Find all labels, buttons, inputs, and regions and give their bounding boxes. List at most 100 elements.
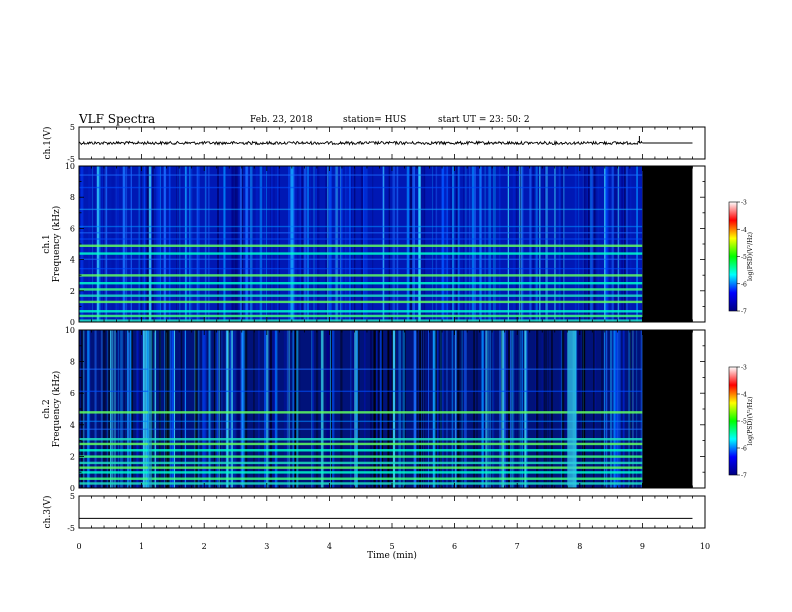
spectrogram-streak [377,330,380,488]
spectrogram-streak [436,330,439,488]
spectrogram-streak [225,330,227,488]
spectrogram-streak [541,330,543,488]
spectrogram-streak [216,330,218,488]
spectrogram-streak [446,330,448,488]
spectrogram-streak [499,330,501,488]
spectrogram-band [79,461,643,465]
no-data-region [642,166,693,322]
spectrogram-streak [450,166,452,322]
spectrogram-streak [241,330,244,488]
spectrogram-streak [204,166,207,322]
spectrogram-streak [458,166,461,322]
spectrogram-streak [92,166,93,322]
spectrogram-band [79,267,643,270]
spectrogram-streak [341,166,343,322]
spectrogram-streak [189,166,191,322]
x-tick-label: 9 [640,542,645,551]
spectrogram-band [79,482,643,485]
spectrogram-streak [457,330,460,488]
colorbar-label: log(PSD)(V²/Hz) [747,397,754,446]
spectrogram-band [79,232,643,234]
spectrogram-streak [422,330,425,488]
spectrogram-streak [611,166,614,322]
spectrogram-streak [433,166,437,322]
spectrogram-streak [130,330,134,488]
spectrogram-streak [415,330,418,488]
spectrogram-streak [628,330,631,488]
colorbar-label: log(PSD)(V²/Hz) [747,232,754,281]
spectrogram-streak [539,166,541,322]
spectrogram-streak [177,166,180,322]
spectrogram-streak [535,166,538,322]
spectrogram-streak [270,166,273,322]
spectrogram-streak [327,166,329,322]
spectrogram-streak [269,166,271,322]
date-label: Feb. 23, 2018 [250,115,313,125]
x-tick-label: 3 [264,542,269,551]
spectrogram-streak [234,166,238,322]
spectrogram-streak [87,330,90,488]
spectrogram-streak [218,330,220,488]
spectrogram-streak [252,166,256,322]
spectrogram-streak [391,330,394,488]
spectrogram-streak [310,166,313,322]
spectrogram-streak [443,166,447,322]
y-tick-label: 6 [70,389,75,398]
y-tick-label: 10 [65,326,75,335]
spectrogram-streak [630,330,632,488]
spectrogram-streak [328,166,332,322]
spectrogram-streak [88,166,91,322]
spectrogram-streak [353,330,357,488]
spectrogram-streak [423,166,426,322]
spectrogram-streak [294,166,297,322]
spectrogram-streak [213,330,217,488]
spectrogram-band [79,282,643,285]
spectrogram-streak [375,330,378,488]
spectrogram-streak [180,330,183,488]
spectrogram-streak [163,166,166,322]
spectrogram-streak [128,330,130,488]
spectrogram-streak [398,330,402,488]
spectrogram-streak [98,166,101,322]
spectrogram-streak [492,166,496,322]
spectrogram-streak [180,166,182,322]
spectrogram-streak [230,330,233,488]
colorbar-ch1 [728,201,738,312]
spectrogram-streak [156,166,159,322]
y-tick-label: 5 [70,492,75,501]
spectrogram-streak [168,166,171,322]
spectrogram-streak [259,166,263,322]
y-tick-label: 5 [70,123,75,132]
spectrogram-streak [363,166,366,322]
spectrogram-streak [232,330,236,488]
spectrogram-streak [587,166,590,322]
spectrogram-streak [209,330,212,488]
spectrogram-streak [578,166,580,322]
spectrogram-streak [447,166,448,322]
spectrogram-streak [370,330,372,488]
spectrogram-band [79,288,643,291]
spectrogram-streak [605,166,608,322]
spectrogram-streak [371,330,374,488]
spectrogram-streak [81,330,83,488]
spectrogram-streak [270,330,272,488]
spectrogram-streak [220,330,222,488]
spectrogram-streak [377,330,379,488]
spectrogram-streak [392,166,396,322]
spectrogram-streak [205,166,207,322]
spectrogram-streak [127,330,128,488]
spectrogram-streak [574,166,576,322]
spectrogram-streak [100,166,103,322]
spectrogram-streak [451,330,454,488]
spectrogram-streak [104,166,107,322]
spectrogram-streak [402,330,405,488]
spectrogram-streak [293,166,295,322]
spectrogram-streak [461,330,463,488]
spectrogram-streak [154,330,157,488]
spectrogram-streak [182,166,184,322]
spectrogram-band [79,300,643,304]
spectrogram-streak [334,166,337,322]
spectrogram-streak [337,166,340,322]
spectrogram-streak [503,330,506,488]
spectrogram-streak [232,166,236,322]
